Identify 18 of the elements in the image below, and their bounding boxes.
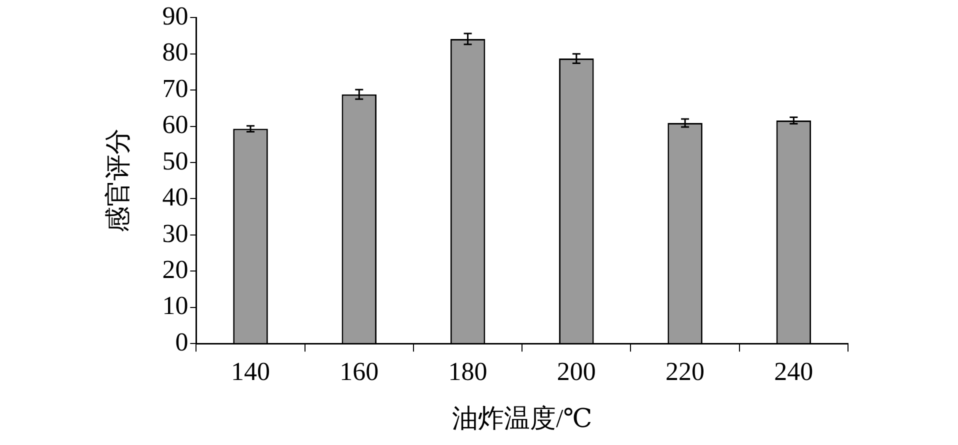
x-tick-label: 140 bbox=[231, 357, 270, 386]
y-tick-label: 70 bbox=[162, 74, 188, 103]
y-tick-label: 80 bbox=[162, 38, 188, 67]
y-tick-label: 40 bbox=[162, 182, 188, 212]
y-tick-label: 30 bbox=[162, 218, 188, 248]
x-tick-label: 180 bbox=[448, 357, 488, 386]
x-axis-title: 油炸温度/℃ bbox=[452, 404, 592, 434]
x-tick-label: 200 bbox=[556, 357, 596, 386]
x-tick-label: 160 bbox=[340, 357, 379, 386]
y-tick-label: 20 bbox=[162, 254, 188, 284]
y-axis-title: 感官评分 bbox=[103, 128, 132, 233]
y-tick-label: 50 bbox=[162, 146, 188, 176]
y-tick-label: 0 bbox=[175, 327, 188, 356]
y-tick-label: 10 bbox=[162, 291, 188, 320]
x-tick-label: 220 bbox=[666, 357, 705, 386]
y-tick-label: 60 bbox=[162, 110, 188, 140]
y-tick-label: 90 bbox=[162, 1, 188, 30]
x-tick-label: 240 bbox=[774, 357, 814, 386]
